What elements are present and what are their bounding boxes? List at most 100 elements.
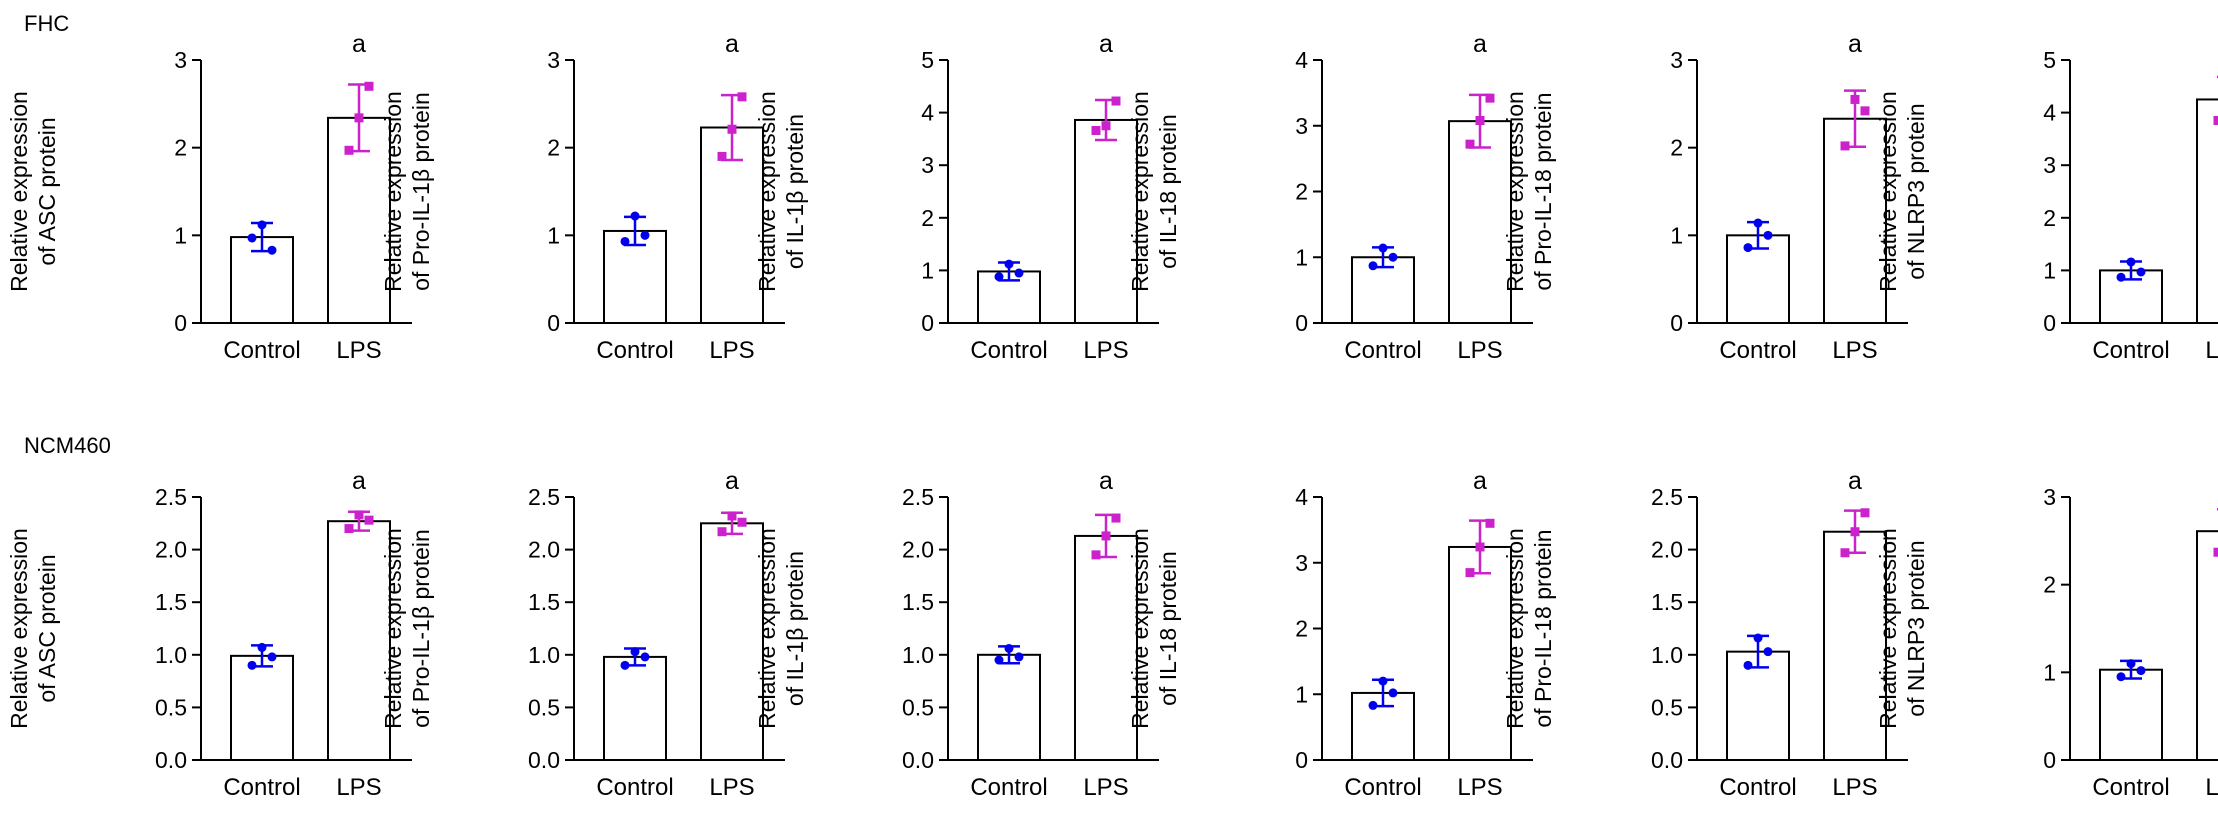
y-axis-label: Relative expression	[380, 528, 406, 729]
data-point	[257, 220, 267, 230]
y-axis-label: Relative expression	[1127, 528, 1153, 729]
bar	[1448, 120, 1512, 324]
x-tick-label: LPS	[1832, 774, 1877, 801]
y-tick-label: 0.5	[902, 694, 934, 720]
y-tick-label: 1.5	[1651, 589, 1683, 615]
y-axis-label: of IL-18 protein	[1155, 551, 1181, 706]
y-tick-label: 0.0	[902, 747, 934, 773]
y-tick-label: 2	[2043, 572, 2056, 598]
data-point	[717, 527, 727, 537]
chart-panel: Relative expression of NLRP3 protein 0 1 2 3 4…	[1875, 47, 2218, 364]
bar	[2196, 98, 2218, 324]
chart-panel: Relative expression of IL-1β protein01234…	[754, 30, 1159, 364]
data-point	[620, 660, 630, 670]
y-tick-label: 2	[1670, 135, 1683, 161]
data-point	[344, 524, 354, 534]
data-point	[1014, 652, 1024, 662]
y-axis-label: of NLRP3 protein	[1903, 540, 1929, 716]
y-tick-label: 2.0	[1651, 537, 1683, 563]
data-point	[1368, 261, 1378, 271]
y-tick-label: 0	[174, 310, 187, 336]
y-tick-label: 2	[921, 205, 934, 231]
bar	[327, 520, 391, 761]
data-point	[1763, 230, 1773, 240]
y-tick-label: 1.5	[902, 589, 934, 615]
data-point	[1850, 94, 1860, 104]
y-axis-label: Relative expression	[6, 528, 32, 729]
data-point	[1378, 243, 1388, 253]
x-tick-label: Control	[223, 337, 300, 364]
data-point	[247, 660, 257, 670]
data-point	[1850, 527, 1860, 537]
bar	[977, 653, 1041, 761]
chart-panel: Relative expression of ASC protein0.00.51…	[6, 467, 412, 801]
data-point	[344, 145, 354, 155]
y-tick-label: 4	[2043, 100, 2056, 126]
y-tick-label: 1	[2043, 659, 2056, 685]
y-tick-label: 0	[1295, 747, 1308, 773]
data-point	[1753, 633, 1763, 643]
chart-panel: Relative expression of Pro-IL-18 protein0…	[1502, 30, 1908, 364]
bar	[2099, 668, 2163, 761]
y-tick-label: 0	[1670, 310, 1683, 336]
y-axis-label: Relative expression	[1502, 528, 1528, 729]
y-tick-label: 2	[2043, 205, 2056, 231]
y-tick-label: 0	[2043, 310, 2056, 336]
significance-label: a	[1473, 30, 1487, 58]
chart-panel: Relative expression of Pro-IL-1β protein0…	[380, 467, 785, 801]
y-tick-label: 2.0	[155, 537, 187, 563]
bar	[2196, 530, 2218, 761]
y-axis-label: Relative expression	[1127, 91, 1153, 292]
data-point	[1101, 121, 1111, 131]
data-point	[1465, 139, 1475, 149]
significance-label: a	[725, 30, 739, 58]
y-tick-label: 1.0	[528, 642, 560, 668]
data-point	[1860, 508, 1870, 518]
chart-panel: Relative expression of ASC protein0123Con…	[6, 30, 412, 364]
data-point	[1743, 660, 1753, 670]
data-point	[1475, 115, 1485, 125]
significance-label: a	[1848, 467, 1862, 495]
data-point	[1840, 141, 1850, 151]
y-tick-label: 1	[1670, 222, 1683, 248]
y-axis-label: Relative expression	[6, 91, 32, 292]
y-tick-label: 3	[2043, 152, 2056, 178]
y-axis-label: of IL-1β protein	[782, 114, 808, 269]
chart-panel: Relative expression of IL-18 protein01234…	[1127, 30, 1533, 364]
y-tick-label: 0	[921, 310, 934, 336]
y-tick-label: 3	[174, 47, 187, 73]
data-point	[1860, 106, 1870, 116]
data-point	[1485, 518, 1495, 528]
x-tick-label: LPS	[1457, 774, 1502, 801]
y-tick-label: 3	[1670, 47, 1683, 73]
y-axis-label: of Pro-IL-1β protein	[408, 92, 434, 291]
data-point	[1004, 259, 1014, 269]
chart-panel: Relative expression of IL-18 protein01234…	[1127, 467, 1533, 801]
y-tick-label: 0.0	[1651, 747, 1683, 773]
y-tick-label: 3	[1295, 113, 1308, 139]
x-tick-label: Control	[1719, 774, 1796, 801]
y-tick-label: 0	[1295, 310, 1308, 336]
y-tick-label: 2	[1295, 179, 1308, 205]
y-tick-label: 2.0	[528, 537, 560, 563]
data-point	[1101, 531, 1111, 541]
data-point	[1763, 647, 1773, 657]
y-tick-label: 2	[1295, 616, 1308, 642]
x-tick-label: Control	[1719, 337, 1796, 364]
y-axis-label: Relative expression	[1875, 91, 1901, 292]
row-label-fhc: FHC	[24, 11, 69, 36]
data-point	[364, 81, 374, 91]
y-tick-label: 2.5	[528, 484, 560, 510]
data-point	[247, 233, 257, 243]
data-point	[1743, 243, 1753, 253]
y-axis-label: of NLRP3 protein	[1903, 103, 1929, 279]
data-point	[620, 236, 630, 246]
x-tick-label: Control	[2092, 774, 2169, 801]
data-point	[1378, 676, 1388, 686]
data-point	[994, 272, 1004, 282]
x-tick-label: Control	[1344, 337, 1421, 364]
y-tick-label: 3	[547, 47, 560, 73]
data-point	[1388, 688, 1398, 698]
data-point	[1465, 568, 1475, 578]
